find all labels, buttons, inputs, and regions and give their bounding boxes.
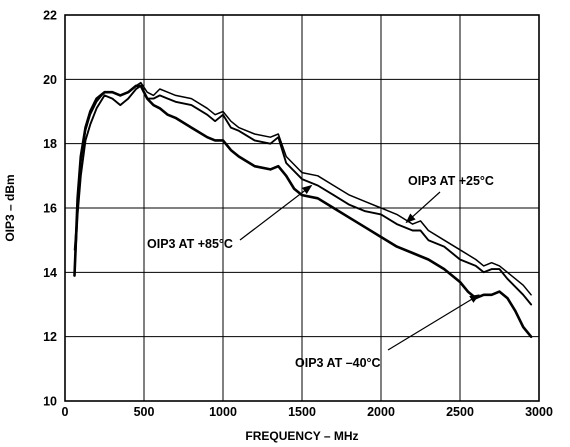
y-axis-label: OIP3 – dBm — [3, 174, 17, 241]
annotation-label-2: OIP3 AT +85°C — [147, 237, 233, 251]
y-tick-label: 10 — [43, 395, 57, 409]
series-line-3 — [73, 84, 533, 338]
y-tick-label: 20 — [43, 73, 57, 87]
annotations-group: OIP3 AT +25°C OIP3 AT +85°C OIP3 AT –40°C — [147, 174, 494, 370]
x-tick-label: 1000 — [209, 405, 237, 419]
x-tick-labels: 0 500 1000 1500 2000 2500 3000 — [62, 405, 553, 419]
y-tick-label: 16 — [43, 202, 57, 216]
x-tick-label: 0 — [62, 405, 69, 419]
annotation-arrow-2 — [239, 184, 313, 241]
x-axis-label: FREQUENCY – MHz — [245, 429, 358, 443]
plot-frame — [64, 14, 540, 402]
grid — [65, 15, 539, 401]
y-tick-label: 14 — [43, 266, 57, 280]
annotation-arrow-3 — [387, 294, 480, 351]
y-tick-labels: 10 12 14 16 18 20 22 — [43, 9, 57, 409]
x-tick-label: 3000 — [525, 405, 553, 419]
series-line-2 — [73, 84, 533, 306]
annotation-arrow-1 — [405, 191, 441, 224]
x-tick-label: 1500 — [288, 405, 316, 419]
x-tick-label: 2000 — [367, 405, 395, 419]
x-tick-label: 500 — [134, 405, 155, 419]
annotation-label-3: OIP3 AT –40°C — [295, 356, 381, 370]
x-tick-label: 2500 — [446, 405, 474, 419]
annotation-label-1: OIP3 AT +25°C — [408, 174, 494, 188]
y-tick-label: 22 — [43, 9, 57, 23]
y-tick-label: 18 — [43, 137, 57, 151]
series-group — [73, 81, 533, 338]
series-line-1 — [73, 81, 532, 296]
y-tick-label: 12 — [43, 330, 57, 344]
